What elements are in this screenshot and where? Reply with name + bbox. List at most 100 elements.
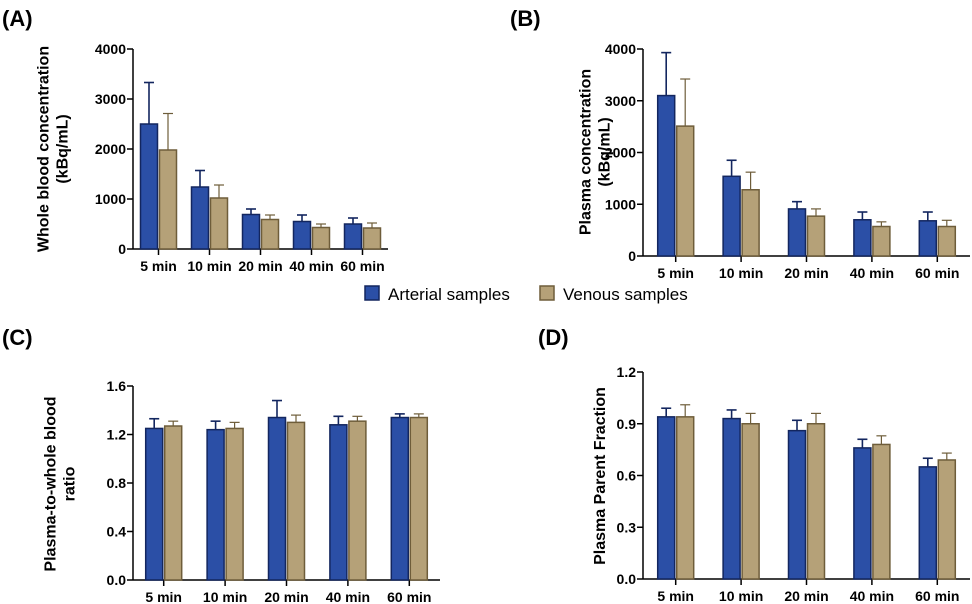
y-tick-label: 3000 bbox=[95, 91, 126, 107]
x-tick-label: 60 min bbox=[915, 588, 959, 604]
bar-arterial bbox=[343, 223, 363, 250]
x-tick-label: 10 min bbox=[187, 258, 231, 274]
error-bar-arterial bbox=[149, 417, 160, 429]
error-bar-venous bbox=[876, 435, 887, 445]
x-tick-label: 60 min bbox=[387, 589, 431, 604]
error-bar-arterial bbox=[922, 457, 933, 467]
panel-c: (C) 0.0 0.4 0.8 1.2 1.6 Plasma-to-whole blood r… bbox=[2, 325, 440, 604]
error-bar-arterial bbox=[661, 51, 672, 96]
bar-arterial bbox=[329, 424, 348, 581]
y-tick-label: 1000 bbox=[95, 191, 126, 207]
error-bar-arterial bbox=[857, 211, 868, 220]
y-tick-label: 0.0 bbox=[617, 571, 637, 587]
legend-label-venous: Venous samples bbox=[563, 285, 688, 304]
x-tick-label: 40 min bbox=[850, 265, 894, 281]
x-tick-label: 10 min bbox=[203, 589, 247, 604]
bar-venous bbox=[937, 225, 957, 257]
error-bar-arterial bbox=[661, 407, 672, 417]
y-tick-label: 1.2 bbox=[617, 364, 637, 380]
bar-venous bbox=[311, 226, 331, 250]
error-bar-venous bbox=[413, 413, 424, 418]
error-bar-venous bbox=[876, 221, 887, 227]
y-tick-label: 3000 bbox=[605, 93, 636, 109]
error-bar-arterial bbox=[246, 208, 256, 215]
bar-venous bbox=[286, 421, 306, 581]
error-bar-arterial bbox=[210, 420, 221, 430]
error-bar-arterial bbox=[297, 214, 307, 222]
y-tick-label: 0.6 bbox=[617, 468, 637, 484]
panel-label-c: (C) bbox=[2, 325, 33, 350]
y-tick-label: 0.4 bbox=[107, 524, 127, 540]
error-bar-venous bbox=[214, 184, 224, 198]
bar-arterial bbox=[144, 427, 164, 581]
bar-arterial bbox=[190, 186, 210, 250]
legend-swatch-arterial bbox=[364, 285, 380, 301]
bar-arterial bbox=[139, 123, 159, 250]
bar-venous bbox=[260, 218, 280, 250]
x-tick-label: 10 min bbox=[719, 588, 763, 604]
bar-venous bbox=[675, 125, 695, 257]
x-tick-label: 5 min bbox=[145, 589, 182, 604]
bar-venous bbox=[806, 423, 826, 580]
error-bar-arterial bbox=[922, 211, 933, 221]
error-bar-arterial bbox=[272, 399, 282, 418]
y-tick-label: 0.0 bbox=[107, 572, 127, 588]
error-bar-arterial bbox=[726, 409, 737, 419]
bar-arterial bbox=[390, 416, 410, 581]
error-bar-venous bbox=[811, 412, 821, 424]
x-tick-label: 10 min bbox=[719, 265, 763, 281]
bar-venous bbox=[872, 443, 891, 580]
x-tick-label: 60 min bbox=[915, 265, 959, 281]
y-tick-label: 1.2 bbox=[107, 427, 127, 443]
x-tick-label: 5 min bbox=[657, 588, 694, 604]
y-tick-label: 4000 bbox=[605, 41, 636, 57]
bar-venous bbox=[158, 149, 178, 250]
bar-venous bbox=[209, 197, 229, 250]
bar-arterial bbox=[292, 220, 312, 250]
bar-venous bbox=[741, 189, 760, 257]
y-tick-label: 0.3 bbox=[617, 519, 637, 535]
error-bar-arterial bbox=[394, 413, 405, 418]
error-bar-venous bbox=[163, 112, 173, 150]
error-bar-arterial bbox=[195, 169, 205, 187]
error-bar-venous bbox=[168, 420, 179, 427]
y-tick-label: 4000 bbox=[95, 41, 126, 57]
error-bar-arterial bbox=[726, 159, 737, 177]
bar-arterial bbox=[853, 447, 872, 580]
legend-swatch-venous bbox=[539, 285, 555, 301]
y-tick-label: 2000 bbox=[95, 141, 126, 157]
x-tick-label: 5 min bbox=[657, 265, 694, 281]
bar-venous bbox=[409, 416, 429, 581]
bar-venous bbox=[163, 425, 183, 581]
x-tick-label: 20 min bbox=[264, 589, 308, 604]
x-tick-label: 60 min bbox=[340, 258, 384, 274]
y-tick-label: 1000 bbox=[605, 196, 636, 212]
y-tick-label: 0 bbox=[118, 241, 126, 257]
bar-arterial bbox=[267, 416, 287, 581]
bar-venous bbox=[225, 427, 244, 581]
bar-arterial bbox=[241, 213, 261, 250]
bar-arterial bbox=[918, 466, 938, 580]
error-bar-venous bbox=[941, 452, 952, 460]
y-axis-label: Whole blood concentration (kBq/mL) bbox=[36, 46, 72, 252]
legend: Arterial samples Venous samples bbox=[364, 285, 688, 304]
panel-d: (D) 0.0 0.3 0.6 0.9 1.2 Plasma Parent Fraction… bbox=[538, 325, 970, 604]
x-tick-label: 20 min bbox=[784, 588, 828, 604]
bar-venous bbox=[675, 416, 695, 580]
bar-arterial bbox=[787, 208, 807, 257]
x-tick-label: 20 min bbox=[238, 258, 282, 274]
error-bar-arterial bbox=[857, 438, 868, 448]
y-tick-label: 0.9 bbox=[617, 416, 637, 432]
panel-b: (B) 0 1000 2000 3000 4000 Plasma concentration… bbox=[510, 6, 970, 281]
error-bar-venous bbox=[941, 219, 952, 227]
error-bar-venous bbox=[265, 214, 275, 220]
error-bar-arterial bbox=[333, 415, 344, 425]
y-axis-label: Plasma-to-whole blood ratio bbox=[43, 396, 79, 571]
error-bar-venous bbox=[352, 415, 363, 422]
bar-arterial bbox=[787, 429, 807, 580]
x-tick-label: 40 min bbox=[850, 588, 894, 604]
x-tick-label: 40 min bbox=[289, 258, 333, 274]
bar-venous bbox=[937, 459, 957, 580]
y-axis-label: Plasma concentration (kBq/mL) bbox=[578, 69, 614, 235]
